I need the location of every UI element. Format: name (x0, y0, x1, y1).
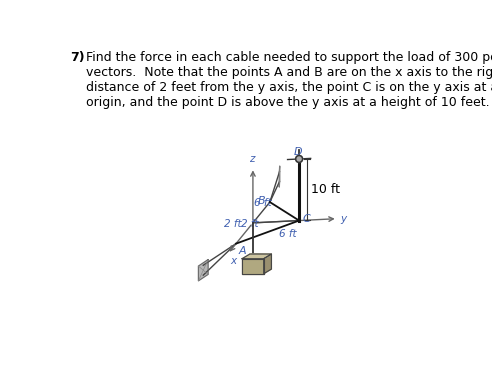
Text: D: D (293, 147, 302, 157)
Polygon shape (242, 259, 264, 274)
Text: 10 ft: 10 ft (311, 183, 340, 196)
Text: Find the force in each cable needed to support the load of 300 pounds.  You may : Find the force in each cable needed to s… (86, 51, 492, 109)
Text: A: A (239, 246, 246, 256)
Text: y: y (340, 214, 347, 224)
Polygon shape (264, 254, 272, 274)
Text: 6 ft: 6 ft (279, 230, 297, 239)
Text: C: C (302, 214, 310, 224)
Text: 2 ft: 2 ft (241, 219, 258, 229)
Text: z: z (249, 154, 255, 164)
Text: x: x (230, 256, 236, 266)
Text: 7): 7) (70, 51, 85, 64)
Circle shape (296, 156, 303, 162)
Text: 2 ft: 2 ft (224, 219, 242, 229)
Text: B: B (258, 196, 265, 206)
Text: 6 ft: 6 ft (254, 198, 272, 208)
Polygon shape (242, 254, 272, 259)
Polygon shape (198, 260, 208, 281)
